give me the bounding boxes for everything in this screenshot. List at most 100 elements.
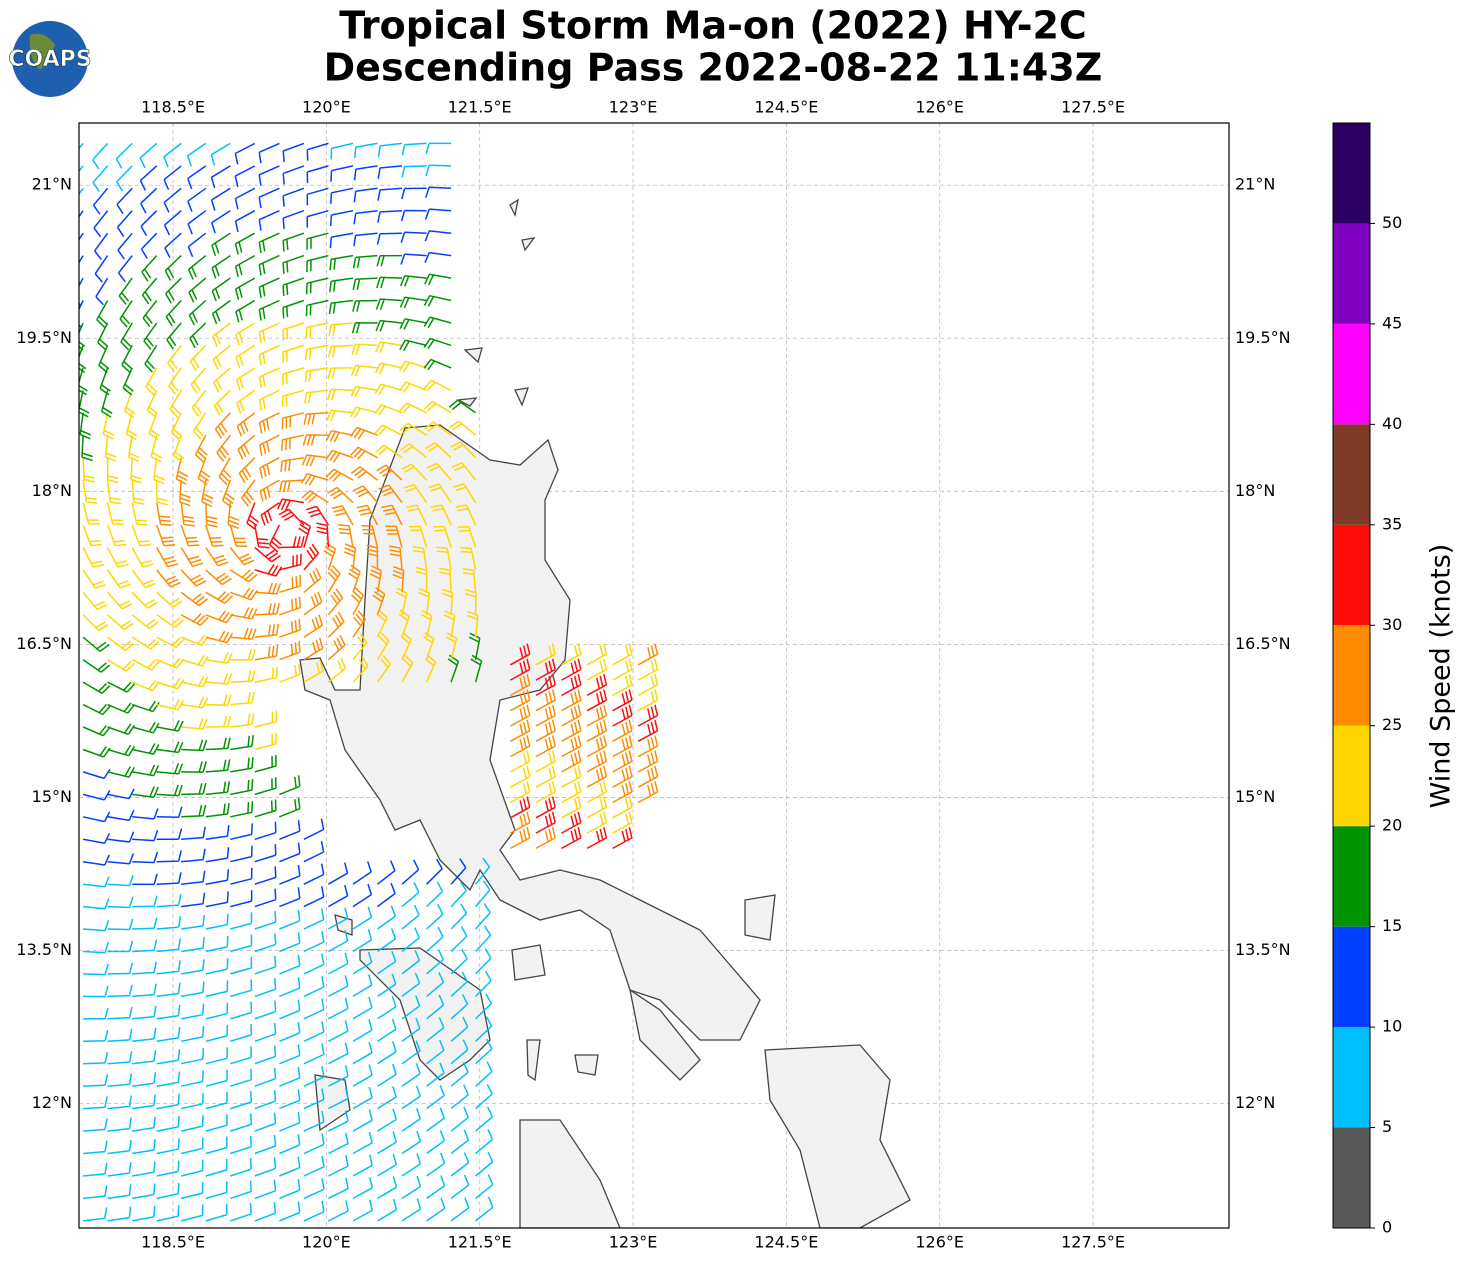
wind-barb bbox=[352, 1131, 373, 1155]
wind-barb bbox=[561, 735, 582, 758]
wind-barb bbox=[205, 958, 229, 975]
wind-barb bbox=[132, 721, 160, 734]
wind-barb bbox=[230, 890, 253, 908]
wind-barb bbox=[83, 1096, 108, 1110]
wind-barb bbox=[305, 277, 329, 295]
wind-barb bbox=[131, 502, 148, 526]
wind-barb bbox=[330, 165, 354, 182]
wind-barb bbox=[401, 904, 420, 930]
wind-barb bbox=[258, 322, 280, 344]
wind-barb bbox=[165, 299, 182, 327]
wind-barb bbox=[116, 165, 133, 192]
wind-barb bbox=[230, 1068, 253, 1087]
wind-barb bbox=[304, 367, 329, 383]
wind-barb bbox=[561, 689, 582, 712]
wind-barb bbox=[424, 273, 452, 286]
wind-barb bbox=[83, 1207, 108, 1222]
wind-barb bbox=[213, 389, 231, 416]
wind-barb bbox=[254, 602, 280, 616]
y-tick-label: 13.5°N bbox=[1235, 940, 1291, 959]
wind-barb bbox=[205, 1203, 228, 1222]
wind-barb bbox=[120, 322, 133, 351]
wind-barb bbox=[197, 457, 211, 486]
wind-barb bbox=[280, 456, 305, 473]
wind-barb bbox=[187, 232, 207, 258]
wind-barb bbox=[229, 547, 255, 566]
wind-barb bbox=[426, 858, 443, 885]
wind-barb bbox=[254, 888, 277, 908]
wind-barb bbox=[210, 187, 231, 211]
wind-barb bbox=[352, 929, 373, 953]
wind-barb bbox=[164, 232, 182, 259]
wind-barb bbox=[230, 1113, 253, 1132]
wind-barb bbox=[378, 484, 403, 504]
wind-barb bbox=[121, 345, 133, 373]
wind-barb bbox=[181, 1137, 204, 1155]
wind-barb bbox=[329, 232, 354, 249]
wind-barb bbox=[205, 569, 232, 586]
wind-barb bbox=[144, 344, 158, 373]
wind-barb bbox=[156, 872, 182, 885]
wind-barb bbox=[327, 486, 354, 504]
wind-barb bbox=[146, 389, 159, 418]
y-tick-label: 16.5°N bbox=[16, 634, 72, 653]
wind-barb bbox=[107, 636, 135, 651]
wind-barb bbox=[79, 390, 90, 418]
wind-barb bbox=[475, 970, 492, 997]
wind-barb bbox=[205, 825, 230, 841]
wind-barb bbox=[279, 1179, 301, 1200]
wind-barb bbox=[141, 255, 158, 282]
wind-barb bbox=[156, 1071, 181, 1087]
wind-barb bbox=[303, 543, 320, 571]
wind-barb bbox=[156, 741, 184, 754]
wind-barb bbox=[230, 1180, 252, 1200]
wind-barb bbox=[423, 294, 452, 307]
wind-barb bbox=[401, 1153, 422, 1177]
wind-barb bbox=[352, 1019, 373, 1042]
wind-barb bbox=[450, 1039, 469, 1065]
grid bbox=[79, 123, 1229, 1228]
wind-barb bbox=[82, 547, 105, 568]
colorbar-segment bbox=[1333, 725, 1370, 827]
wind-barb bbox=[156, 1004, 181, 1020]
wind-barb bbox=[303, 1155, 325, 1177]
wind-barb bbox=[132, 1050, 157, 1065]
wind-barb bbox=[205, 1136, 228, 1155]
wind-barb bbox=[236, 389, 256, 414]
y-tick-label: 18°N bbox=[32, 481, 72, 500]
wind-barb bbox=[282, 254, 305, 274]
wind-barb bbox=[376, 609, 388, 638]
wind-barb bbox=[107, 809, 135, 822]
wind-barb bbox=[361, 525, 379, 548]
wind-barb bbox=[510, 689, 531, 712]
wind-barb bbox=[230, 757, 254, 773]
wind-barb bbox=[230, 1135, 252, 1155]
wind-barb bbox=[210, 142, 231, 166]
wind-barb bbox=[230, 934, 253, 953]
wind-barb bbox=[214, 412, 231, 439]
wind-barb bbox=[132, 1205, 156, 1222]
wind-barb bbox=[156, 1182, 180, 1200]
wind-barb bbox=[180, 502, 195, 527]
wind-barb bbox=[181, 870, 206, 885]
wind-barb bbox=[535, 811, 556, 834]
x-tick-label: 120°E bbox=[302, 98, 351, 117]
wind-barb bbox=[306, 165, 329, 184]
wind-barb bbox=[234, 277, 256, 300]
wind-barb bbox=[350, 406, 378, 419]
wind-barb bbox=[561, 643, 582, 666]
wind-barbs bbox=[79, 142, 659, 1222]
wind-barb bbox=[468, 632, 481, 660]
wind-barb bbox=[205, 847, 230, 863]
wind-barb bbox=[637, 643, 659, 666]
wind-barb bbox=[106, 457, 119, 484]
wind-barb bbox=[352, 254, 378, 269]
mindoro bbox=[359, 947, 491, 1081]
wind-barb bbox=[389, 545, 403, 570]
wind-barb bbox=[279, 820, 301, 840]
wind-barb bbox=[510, 827, 531, 850]
wind-barb bbox=[399, 422, 428, 436]
wind-barb bbox=[455, 504, 477, 526]
wind-barb bbox=[356, 504, 379, 526]
wind-barb bbox=[303, 1065, 325, 1087]
